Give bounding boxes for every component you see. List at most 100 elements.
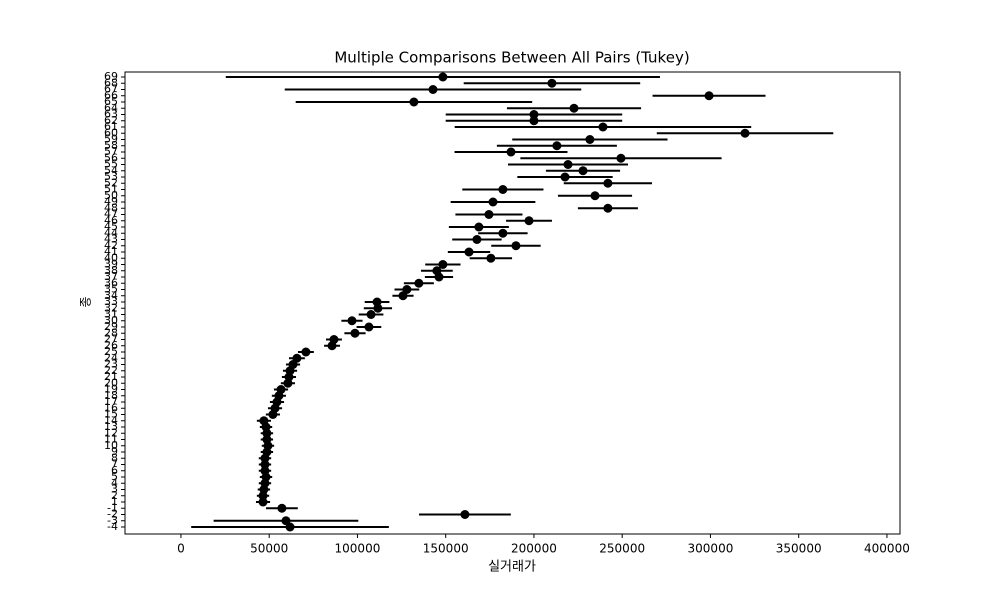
y-tick-label: 69 [104, 70, 118, 83]
y-tick-label: 60 [104, 126, 118, 139]
x-tick-label: 50000 [250, 542, 288, 556]
mean-point [704, 91, 714, 101]
y-tick-label: 39 [104, 258, 118, 271]
y-tick-label: 17 [104, 395, 118, 408]
mean-point [301, 347, 311, 357]
y-tick-label: 36 [104, 276, 118, 289]
mean-point [560, 172, 570, 182]
mean-point [364, 322, 374, 332]
y-tick-label: 55 [104, 158, 118, 171]
mean-point [552, 141, 562, 151]
y-tick-label: 12 [104, 426, 118, 439]
y-tick-label: 34 [104, 289, 118, 302]
y-tick-label: 16 [104, 401, 118, 414]
y-tick-label: 21 [104, 370, 118, 383]
mean-point [347, 316, 357, 326]
mean-point [590, 191, 600, 201]
y-tick-label: 43 [104, 233, 118, 246]
y-tick-label: 56 [104, 151, 118, 164]
mean-point [258, 491, 268, 501]
y-tick-label: 2 [111, 489, 118, 502]
y-tick-label: 42 [104, 239, 118, 252]
mean-point [366, 310, 376, 319]
mean-point [428, 85, 438, 94]
mean-point [434, 272, 444, 282]
mean-point [603, 178, 613, 188]
mean-point [585, 135, 595, 144]
y-tick-label: 53 [104, 170, 118, 183]
mean-point [578, 166, 588, 176]
y-tick-label: 52 [104, 176, 118, 189]
x-tick-label: 150000 [423, 542, 469, 556]
y-tick-label: 6 [111, 464, 118, 477]
mean-point [373, 303, 383, 313]
mean-point [740, 128, 750, 138]
mean-point [438, 72, 448, 82]
y-tick-label: 32 [104, 301, 118, 314]
y-tick-label: 13 [104, 420, 118, 433]
mean-point [409, 97, 419, 107]
mean-point [414, 278, 424, 288]
mean-point [498, 185, 508, 194]
mean-point [616, 153, 626, 163]
mean-point [350, 328, 360, 338]
y-tick-label: 10 [104, 439, 118, 452]
y-tick-label: 9 [111, 445, 118, 458]
y-tick-label: 47 [104, 208, 118, 221]
mean-point [529, 110, 539, 119]
plot-frame [124, 71, 901, 535]
x-axis-label: 실거래가 [488, 560, 536, 575]
x-tick-label: 250000 [599, 542, 645, 556]
y-tick-label: 46 [104, 214, 118, 227]
y-tick-label: 1 [111, 495, 118, 508]
mean-point [327, 341, 337, 351]
y-tick-label: 44 [104, 226, 118, 239]
mean-point [472, 235, 482, 244]
y-tick-label: 68 [104, 76, 118, 89]
y-tick-label: 30 [104, 314, 118, 327]
y-tick-label: 35 [104, 283, 118, 296]
mean-point [569, 103, 579, 113]
y-tick-label: -3 [107, 514, 118, 527]
y-tick-label: 58 [104, 139, 118, 152]
mean-point [260, 453, 270, 463]
y-tick-label: -4 [107, 520, 118, 533]
y-tick-label: 45 [104, 220, 118, 233]
y-tick-label: 59 [104, 133, 118, 146]
y-tick-label: 65 [104, 95, 118, 108]
y-tick-label: 29 [104, 320, 118, 333]
y-tick-label: -2 [107, 508, 118, 521]
x-tick-label: 300000 [688, 542, 734, 556]
y-tick-label: 33 [104, 295, 118, 308]
mean-point [563, 160, 573, 169]
y-tick-label: 23 [104, 358, 118, 371]
y-tick-label: 7 [111, 458, 118, 471]
y-tick-label: 67 [104, 83, 118, 96]
mean-point [285, 522, 295, 532]
y-tick-label: 51 [104, 183, 118, 196]
mean-point [547, 78, 557, 88]
y-tick-label: 3 [111, 483, 118, 496]
mean-point [603, 203, 613, 213]
y-tick-label: 15 [104, 408, 118, 421]
x-tick-label: 0 [177, 542, 185, 556]
y-axis-label: 종 [79, 296, 93, 307]
mean-point [511, 241, 521, 251]
mean-point [438, 260, 448, 269]
x-tick-label: 100000 [335, 542, 381, 556]
mean-point [474, 222, 484, 232]
y-tick-label: 19 [104, 383, 118, 396]
y-tick-label: 50 [104, 189, 118, 202]
mean-point [598, 122, 608, 132]
y-tick-label: 8 [111, 451, 118, 464]
y-tick-label: 41 [104, 245, 118, 258]
x-tick-label: 400000 [864, 542, 910, 556]
mean-point [277, 503, 287, 513]
y-tick-label: -1 [107, 501, 118, 514]
y-tick-label: 54 [104, 164, 118, 177]
mean-point [258, 497, 268, 507]
y-tick-label: 63 [104, 108, 118, 121]
mean-point [488, 197, 498, 207]
y-tick-label: 38 [104, 264, 118, 277]
